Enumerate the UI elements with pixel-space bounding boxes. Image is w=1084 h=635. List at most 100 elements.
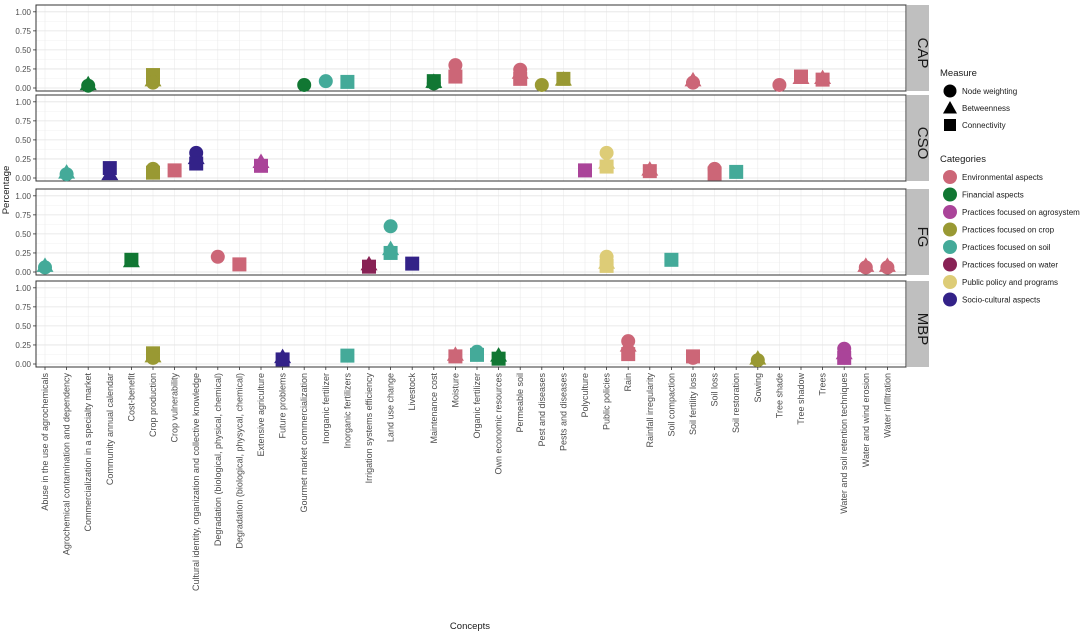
- y-tick-label: 0.75: [15, 303, 31, 312]
- legend-category-label: Socio-cultural aspects: [962, 296, 1040, 305]
- x-tick-label: Land use change: [386, 373, 396, 442]
- point-connectivity: [815, 72, 830, 87]
- point-node-weighting: [297, 77, 312, 92]
- legend-category-item: Practices focused on water: [943, 257, 1058, 272]
- legend-measure-label: Connectivity: [962, 121, 1006, 130]
- x-tick-label: Extensive agriculture: [256, 373, 266, 457]
- x-tick-label: Crop production: [148, 373, 158, 437]
- point-connectivity: [448, 69, 463, 84]
- x-tick-label: Degradation (biological, physycal, chemi…: [234, 373, 244, 549]
- point-node-weighting: [686, 350, 700, 365]
- point-connectivity: [599, 159, 614, 174]
- legend-category-item: Socio-cultural aspects: [943, 292, 1040, 307]
- y-tick-label: 0.25: [15, 341, 31, 350]
- point-connectivity: [383, 245, 398, 260]
- point-connectivity: [599, 258, 614, 273]
- legend-category-label: Financial aspects: [962, 191, 1024, 200]
- point-node-weighting: [448, 58, 463, 73]
- y-tick-label: 0.25: [15, 155, 31, 164]
- point-node-weighting: [686, 75, 700, 90]
- y-tick-label: 0.00: [15, 268, 31, 277]
- x-tick-label: Community annual calendar: [105, 373, 115, 485]
- point-betweenness: [792, 69, 810, 85]
- point-connectivity: [664, 252, 679, 267]
- x-tick-label: Cultural identity, organization and coll…: [191, 373, 201, 591]
- point-node-weighting: [880, 260, 895, 275]
- x-tick-label: Irrigation systems efficiency: [364, 373, 374, 484]
- facet-strip: [907, 5, 929, 91]
- legend-circle-icon: [943, 84, 957, 98]
- legend-category-label: Environmental aspects: [962, 173, 1043, 182]
- panel-cap: 0.00 0.25 0.50 0.75 1.00 CAP: [15, 4, 931, 93]
- point-connectivity: [729, 164, 744, 179]
- legend-category-item: Financial aspects: [943, 187, 1024, 202]
- point-node-weighting: [146, 75, 160, 90]
- x-tick-label: Abuse in the use of agrochemicals: [40, 373, 50, 511]
- legend-category-label: Practices focused on crop: [962, 226, 1055, 235]
- y-tick-label: 0.25: [15, 65, 31, 74]
- point-connectivity: [578, 163, 592, 178]
- point-connectivity: [189, 156, 204, 171]
- y-tick-label: 0.75: [15, 211, 31, 220]
- y-tick-label: 0.50: [15, 136, 31, 145]
- legend-category-label: Practices focused on agrosystem: [962, 208, 1080, 217]
- x-tick-label: Sowing: [753, 373, 763, 403]
- x-tick-label: Inorganic fertilizer: [321, 373, 331, 444]
- x-tick-label: Polyculture: [580, 373, 590, 418]
- point-connectivity: [513, 71, 528, 86]
- x-tick-label: Moisture: [450, 373, 460, 408]
- y-tick-label: 0.75: [15, 27, 31, 36]
- legend-measure-item: Connectivity: [944, 119, 1006, 131]
- point-connectivity: [340, 348, 355, 363]
- legend-color-swatch: [943, 205, 957, 219]
- legend-measure-title: Measure: [940, 68, 977, 79]
- point-node-weighting: [383, 219, 398, 234]
- x-tick-label: Soil compaction: [666, 373, 676, 437]
- facet-strip: [907, 95, 929, 181]
- legend-color-swatch: [943, 240, 957, 254]
- x-tick-label: Inorganic fertilizers: [342, 373, 352, 449]
- x-tick-label: Cost-benefit: [126, 373, 136, 422]
- panel-border: [35, 4, 907, 92]
- point-node-weighting: [59, 167, 74, 182]
- legend-category-label: Practices focused on water: [962, 261, 1058, 270]
- point-node-weighting: [750, 353, 765, 368]
- panel-border: [35, 280, 907, 368]
- legend: Measure Node weighting Betweenness Connect…: [940, 68, 1080, 307]
- x-tick-label: Gourmet market commercialization: [299, 373, 309, 513]
- x-axis-title: Concepts: [450, 621, 490, 632]
- x-tick-label: Pest and diseases: [537, 373, 547, 447]
- panel-background: [35, 94, 907, 182]
- point-node-weighting: [534, 77, 549, 92]
- panel-border: [35, 188, 907, 276]
- y-tick-label: 0.00: [15, 174, 31, 183]
- facet-strip-label: FG: [914, 227, 931, 248]
- y-tick-label: 0.50: [15, 46, 31, 55]
- legend-triangle-icon: [943, 101, 957, 114]
- x-tick-label: Rainfall irregularity: [645, 373, 655, 448]
- facet-strip: [907, 189, 929, 275]
- legend-category-item: Public policy and programs: [943, 275, 1058, 289]
- legend-square-icon: [944, 119, 956, 131]
- point-connectivity: [340, 74, 355, 89]
- point-connectivity: [707, 166, 722, 181]
- point-connectivity: [146, 165, 160, 180]
- y-tick-label: 0.00: [15, 360, 31, 369]
- y-axis-title: Percentage: [1, 166, 12, 215]
- point-node-weighting: [81, 78, 96, 93]
- point-node-weighting: [318, 74, 333, 89]
- legend-category-label: Public policy and programs: [962, 278, 1058, 287]
- legend-category-item: Environmental aspects: [943, 170, 1043, 184]
- point-connectivity: [275, 352, 290, 367]
- panel-cso: 0.00 0.25 0.50 0.75 1.00 CSO: [15, 94, 931, 183]
- x-tick-label: Permeable soil: [515, 373, 525, 433]
- x-tick-label: Water and wind erosion: [861, 373, 871, 467]
- legend-category-item: Practices focused on soil: [943, 240, 1051, 254]
- panel-fg: 0.00 0.25 0.50 0.75 1.00 FG: [15, 188, 931, 277]
- x-tick-label: Public policies: [602, 373, 612, 431]
- panel-mbp: 0.00 0.25 0.50 0.75 1.00 MBP: [15, 280, 931, 369]
- x-tick-label: Livestock: [407, 373, 417, 411]
- legend-color-swatch: [943, 275, 957, 289]
- x-tick-label: Water infiltration: [882, 373, 892, 438]
